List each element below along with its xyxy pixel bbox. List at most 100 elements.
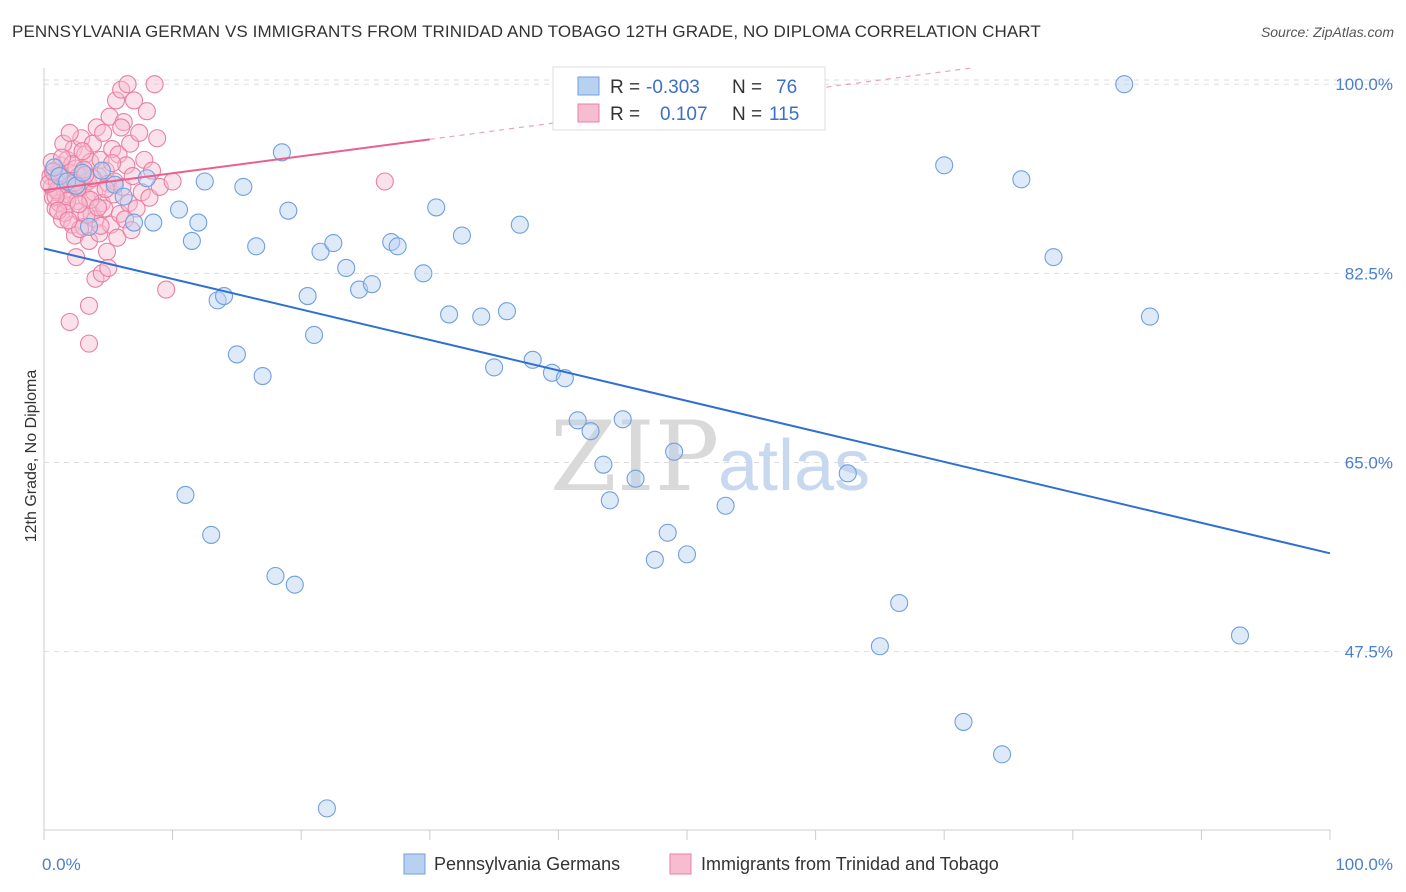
point-pennsylvania <box>870 637 889 656</box>
watermark-zip: ZIP <box>550 401 719 513</box>
point-pennsylvania <box>594 455 613 474</box>
point-trinidad <box>79 334 99 353</box>
legend-n-label-1: N = <box>732 77 762 98</box>
point-pennsylvania <box>305 325 324 345</box>
y-tick-label: 100.0% <box>1335 75 1393 94</box>
point-pennsylvania <box>317 799 336 818</box>
point-trinidad <box>81 190 100 209</box>
point-pennsylvania <box>414 264 433 283</box>
point-trinidad <box>100 107 119 126</box>
point-trinidad <box>106 91 126 110</box>
point-pennsylvania <box>993 745 1012 764</box>
legend-r-value-1: -0.303 <box>646 77 700 98</box>
point-trinidad <box>137 102 156 121</box>
point-pennsylvania <box>337 258 356 278</box>
point-pennsylvania <box>124 213 144 232</box>
point-pennsylvania <box>1044 248 1063 267</box>
point-pennsylvania <box>189 213 208 232</box>
y-tick-label: 82.5% <box>1345 264 1393 283</box>
point-trinidad <box>145 75 164 94</box>
trend-line-pennsylvania <box>43 247 1331 555</box>
point-trinidad <box>130 123 149 142</box>
point-pennsylvania <box>202 525 221 544</box>
legend-r-label-1: R = <box>610 77 640 98</box>
point-pennsylvania <box>45 158 64 177</box>
point-trinidad <box>97 242 117 261</box>
watermark: ZIP atlas <box>550 401 870 513</box>
point-trinidad <box>148 129 167 148</box>
series-pennsylvania-points <box>45 75 1250 818</box>
x-tick-labels: 0.0% 100.0% <box>42 830 1393 874</box>
point-pennsylvania <box>195 172 214 191</box>
point-pennsylvania <box>510 215 529 234</box>
point-pennsylvania <box>645 550 664 569</box>
point-pennsylvania <box>1012 170 1031 189</box>
watermark-atlas: atlas <box>718 426 870 506</box>
point-pennsylvania <box>144 213 163 232</box>
legend-n-value-2: 115 <box>769 104 799 125</box>
point-trinidad <box>73 142 92 161</box>
chart-title: PENNSYLVANIA GERMAN VS IMMIGRANTS FROM T… <box>12 22 1041 41</box>
point-pennsylvania <box>114 187 133 206</box>
point-pennsylvania <box>658 523 677 542</box>
y-tick-label: 65.0% <box>1345 454 1393 473</box>
legend-n-value-1: 76 <box>776 77 797 98</box>
point-pennsylvania <box>272 143 291 162</box>
point-trinidad <box>60 312 79 332</box>
point-trinidad <box>52 148 72 167</box>
point-trinidad <box>124 91 144 110</box>
point-pennsylvania <box>253 366 272 386</box>
point-pennsylvania <box>581 422 600 441</box>
legend-r-label-2: R = <box>610 104 640 125</box>
point-pennsylvania <box>388 237 407 256</box>
point-trinidad <box>118 75 137 94</box>
point-pennsylvania <box>266 566 285 586</box>
point-pennsylvania <box>440 305 459 324</box>
point-pennsylvania <box>279 201 298 220</box>
point-pennsylvania <box>613 410 632 429</box>
point-pennsylvania <box>182 231 201 250</box>
point-trinidad <box>163 172 182 191</box>
point-trinidad <box>54 134 73 153</box>
point-pennsylvania <box>427 198 446 217</box>
point-pennsylvania <box>497 302 517 321</box>
point-pennsylvania <box>472 307 491 326</box>
point-pennsylvania <box>890 593 909 613</box>
point-trinidad <box>88 198 108 217</box>
point-pennsylvania <box>73 163 92 182</box>
point-pennsylvania <box>247 237 266 256</box>
point-pennsylvania <box>92 161 111 180</box>
legend-swatch-pink <box>577 103 600 123</box>
trend-line-trinidad <box>43 138 430 192</box>
point-trinidad <box>96 180 115 199</box>
point-pennsylvania <box>568 411 587 430</box>
legend-n-label-2: N = <box>732 104 762 125</box>
point-pennsylvania <box>311 242 330 261</box>
x-tick-label-max: 100.0% <box>1335 855 1393 874</box>
source-label: Source: ZipAtlas.com <box>1260 24 1394 40</box>
point-trinidad <box>117 156 136 175</box>
point-pennsylvania <box>1140 307 1160 326</box>
point-pennsylvania <box>665 442 684 461</box>
point-pennsylvania <box>234 177 253 196</box>
series-trinidad-points <box>40 75 394 353</box>
point-pennsylvania <box>298 287 317 306</box>
point-pennsylvania <box>1115 75 1134 94</box>
point-pennsylvania <box>169 200 189 219</box>
point-pennsylvania <box>452 226 472 245</box>
point-trinidad <box>94 123 113 142</box>
point-pennsylvania <box>324 234 343 253</box>
series-legend-label-blue: Pennsylvania Germans <box>434 854 620 874</box>
series-legend-label-pink: Immigrants from Trinidad and Tobago <box>701 854 999 874</box>
y-tick-labels: 47.5% 65.0% 82.5% 100.0% <box>1335 75 1393 661</box>
point-trinidad <box>127 199 146 218</box>
point-pennsylvania <box>626 469 645 488</box>
y-axis-label: 12th Grade, No Diploma <box>23 370 40 543</box>
point-pennsylvania <box>227 345 246 364</box>
x-tick-label-min: 0.0% <box>42 855 81 874</box>
point-trinidad <box>112 118 131 137</box>
series-legend-swatch-pink <box>669 853 692 875</box>
legend-swatch-blue <box>577 76 600 96</box>
point-pennsylvania <box>285 575 304 594</box>
